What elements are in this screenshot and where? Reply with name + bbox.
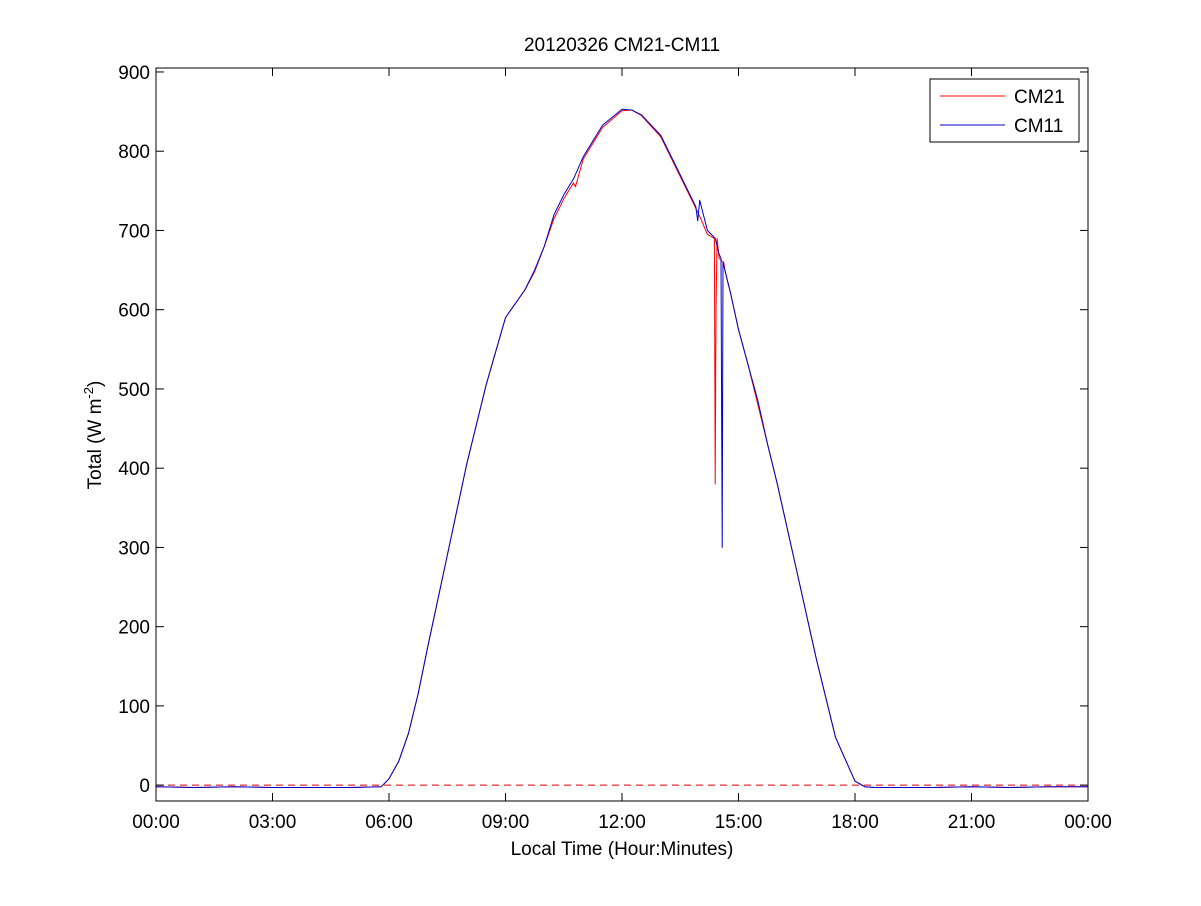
chart-title: 20120326 CM21-CM11 bbox=[524, 35, 720, 56]
x-axis-label: Local Time (Hour:Minutes) bbox=[511, 839, 734, 860]
x-tick-label: 09:00 bbox=[482, 812, 530, 833]
x-tick-label: 15:00 bbox=[715, 812, 763, 833]
x-tick-label: 12:00 bbox=[598, 812, 646, 833]
legend-label-cm11: CM11 bbox=[1014, 116, 1063, 137]
series-line-cm11 bbox=[155, 108, 1088, 788]
y-tick-label: 100 bbox=[118, 697, 150, 718]
x-tick-label: 21:00 bbox=[948, 812, 996, 833]
ticks-layer: 00:00 03:00 06:00 09:00 12:00 15:00 18:00 21:00… bbox=[118, 63, 1111, 833]
y-tick-label: 800 bbox=[118, 142, 150, 163]
y-tick-label: 500 bbox=[118, 380, 150, 401]
y-tick-label: 700 bbox=[118, 221, 150, 242]
y-tick-label: 400 bbox=[118, 459, 150, 480]
y-tick-label: 900 bbox=[118, 63, 150, 84]
plot-area bbox=[156, 68, 1088, 801]
y-tick-label: 600 bbox=[118, 301, 150, 322]
y-axis-label-suffix: ) bbox=[85, 381, 106, 387]
y-tick-label: 300 bbox=[118, 538, 150, 559]
legend-label-cm21: CM21 bbox=[1014, 87, 1065, 108]
x-tick-label: 06:00 bbox=[365, 812, 413, 833]
legend-box bbox=[929, 78, 1080, 143]
x-tick-label: 00:00 bbox=[1064, 812, 1112, 833]
series-layer bbox=[155, 108, 1088, 788]
y-axis-label-prefix: Total (W m bbox=[85, 399, 106, 490]
y-axis-label-superscript: -2 bbox=[81, 387, 96, 399]
x-tick-label: 00:00 bbox=[132, 812, 180, 833]
y-tick-label: 0 bbox=[139, 776, 150, 797]
legend: CM21 CM11 bbox=[929, 78, 1080, 143]
y-tick-label: 200 bbox=[118, 618, 150, 639]
x-tick-label: 18:00 bbox=[831, 812, 879, 833]
plot-frame bbox=[155, 67, 1089, 802]
x-tick-label: 03:00 bbox=[249, 812, 297, 833]
y-axis-label: Total (W m-2) bbox=[81, 381, 106, 490]
